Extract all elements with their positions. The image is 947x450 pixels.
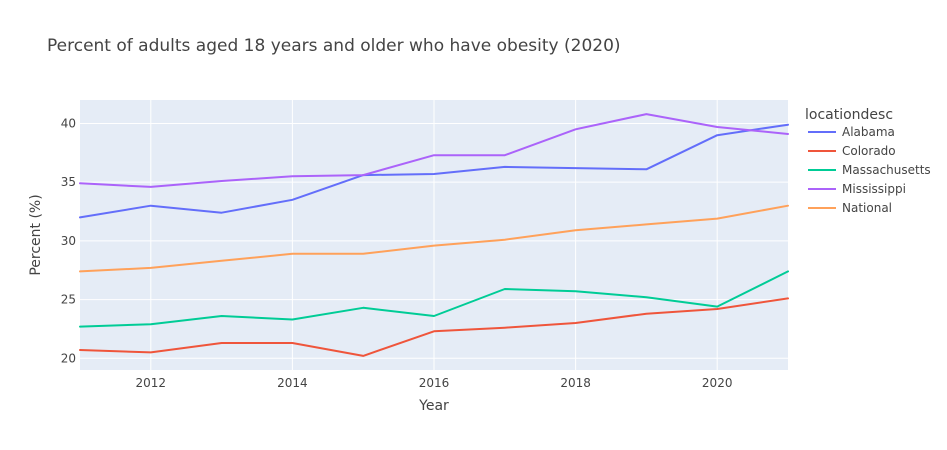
legend-label: National [842, 201, 892, 215]
legend-title: locationdesc [805, 107, 893, 123]
legend-item-colorado[interactable]: Colorado [808, 144, 896, 158]
y-axis-title: Percent (%) [28, 194, 44, 275]
series-lines [79, 113, 789, 357]
x-tick-label: 2016 [419, 376, 450, 390]
series-line-mississippi [79, 113, 789, 188]
y-tick-label: 40 [61, 116, 76, 130]
x-axis-title: Year [418, 398, 449, 414]
x-tick-label: 2020 [702, 376, 733, 390]
series-line-massachusetts [79, 270, 789, 328]
legend-label: Colorado [842, 144, 896, 158]
y-tick-label: 20 [61, 351, 76, 365]
legend-label: Mississippi [842, 182, 906, 196]
legend-item-alabama[interactable]: Alabama [808, 125, 895, 139]
chart-title: Percent of adults aged 18 years and olde… [47, 36, 621, 56]
legend-label: Massachusetts [842, 163, 931, 177]
legend-item-mississippi[interactable]: Mississippi [808, 182, 906, 196]
series-line-national [79, 204, 789, 273]
legend-item-national[interactable]: National [808, 201, 892, 215]
y-tick-label: 35 [61, 175, 76, 189]
x-tick-label: 2012 [136, 376, 167, 390]
legend-items: Alabama Colorado Massachusetts Mississippi N… [808, 125, 931, 215]
x-tick-label: 2018 [560, 376, 591, 390]
legend-item-massachusetts[interactable]: Massachusetts [808, 163, 931, 177]
series-line-alabama [79, 123, 789, 219]
legend-label: Alabama [842, 125, 895, 139]
x-tick-label: 2014 [277, 376, 308, 390]
y-tick-label: 25 [61, 293, 76, 307]
y-tick-label: 30 [61, 234, 76, 248]
legend: locationdesc Alabama Colorado Massachusett… [805, 107, 931, 215]
series-line-colorado [79, 297, 789, 357]
